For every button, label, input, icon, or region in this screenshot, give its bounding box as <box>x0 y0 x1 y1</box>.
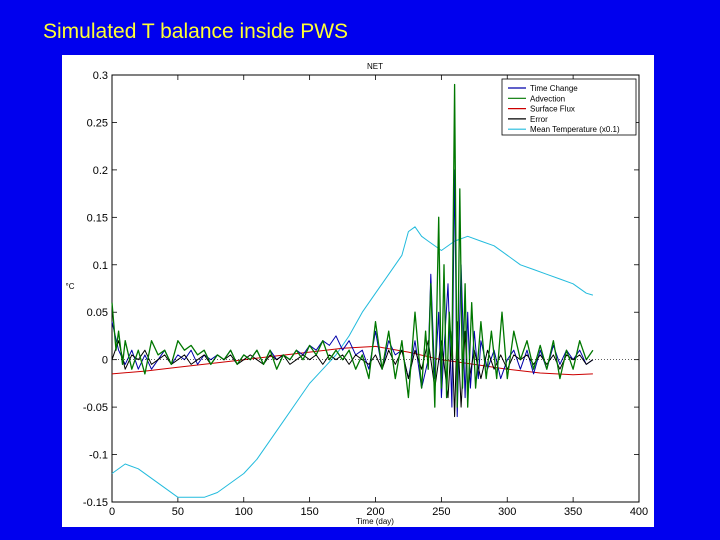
x-tick-label: 200 <box>366 506 384 518</box>
series-line-time-change <box>111 169 594 418</box>
legend-entry-label: Advection <box>530 94 565 103</box>
y-tick-label: -0.1 <box>89 450 108 462</box>
y-tick-label: 0.3 <box>93 70 108 82</box>
y-tick-label: -0.05 <box>83 402 108 414</box>
y-tick-label: -0.15 <box>83 497 108 509</box>
legend-entry-label: Time Change <box>530 84 578 93</box>
y-tick-label: 0.2 <box>93 165 108 177</box>
chart-panel: 0 50 100 150 200 250 300 350 400 -0.15 -0.1 -0.05 0 0… <box>62 55 654 527</box>
x-tick-label: 250 <box>432 506 450 518</box>
x-axis-label: Time (day) <box>356 517 394 526</box>
y-tick-label: 0.1 <box>93 260 108 272</box>
plot-frame <box>111 74 640 503</box>
y-tick-label: 0 <box>102 355 108 367</box>
legend-entry-label: Error <box>530 115 548 124</box>
legend-entry-label: Surface Flux <box>530 105 575 114</box>
x-tick-label: 350 <box>564 506 582 518</box>
y-tick-label: 0.15 <box>87 212 108 224</box>
x-tick-label: 150 <box>300 506 318 518</box>
legend-entry-label: Mean Temperature (x0.1) <box>530 125 620 134</box>
x-tick-label: 0 <box>109 506 115 518</box>
series-line-mean-temperature-x0-1 <box>111 226 594 498</box>
y-axis-label: °C <box>66 282 75 291</box>
chart-title: NET <box>367 62 383 71</box>
x-tick-label: 300 <box>498 506 516 518</box>
series-line-surface-flux <box>111 345 593 376</box>
y-tick-label: 0.25 <box>87 117 108 129</box>
y-tick-label: 0.05 <box>87 307 108 319</box>
x-tick-label: 400 <box>630 506 648 518</box>
x-tick-label: 100 <box>235 506 253 518</box>
slide-title: Simulated T balance inside PWS <box>43 20 349 43</box>
x-tick-label: 50 <box>172 506 184 518</box>
line-chart: 0 50 100 150 200 250 300 350 400 -0.15 -0.1 -0.05 0 0… <box>66 62 649 526</box>
series-line-advection <box>111 83 594 408</box>
